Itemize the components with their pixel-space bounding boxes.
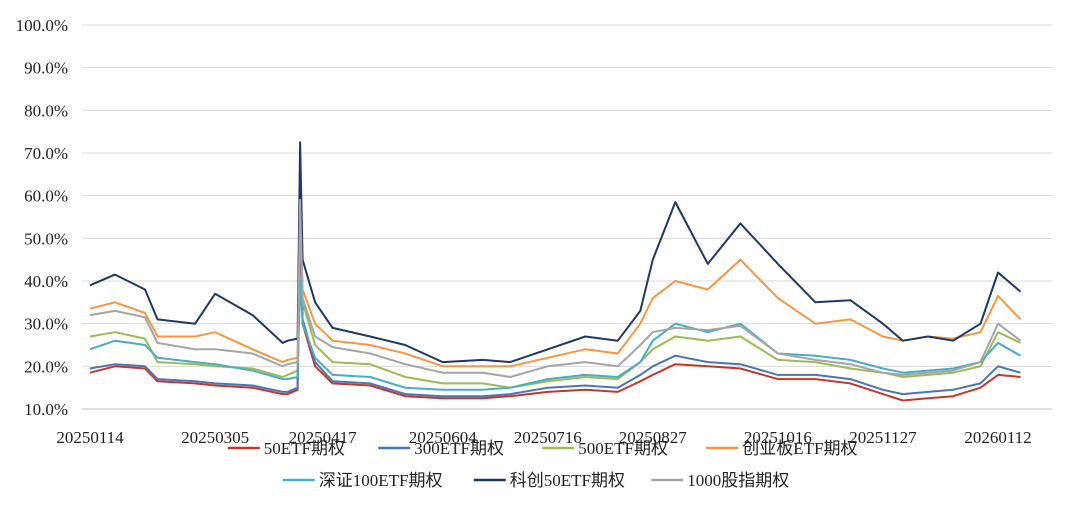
series-line bbox=[89, 198, 1022, 378]
legend-label: 50ETF期权 bbox=[264, 439, 345, 458]
x-tick-label: 20250305 bbox=[181, 428, 249, 447]
x-tick-label: 20251016 bbox=[744, 428, 812, 447]
y-axis: 10.0% 20.0% 30.0% 40.0% 50.0% 60.0% 70.0% 80.0%… bbox=[16, 16, 68, 419]
y-tick-label: 70.0% bbox=[24, 144, 68, 163]
x-axis: 20250114 20250305 20250417 20250604 20250716… bbox=[56, 428, 1031, 447]
legend-item: 300ETF期权 bbox=[378, 439, 504, 458]
legend-label: 深证100ETF期权 bbox=[319, 471, 443, 490]
y-tick-label: 60.0% bbox=[24, 187, 68, 206]
y-tick-label: 10.0% bbox=[24, 400, 68, 419]
x-tick-label: 20260112 bbox=[964, 428, 1031, 447]
y-tick-label: 90.0% bbox=[24, 59, 68, 78]
series-line bbox=[89, 280, 1021, 391]
y-tick-label: 80.0% bbox=[24, 101, 68, 120]
legend-item: 50ETF期权 bbox=[227, 439, 345, 458]
legend-item: 创业板ETF期权 bbox=[706, 439, 857, 458]
gridlines bbox=[82, 24, 1052, 410]
legend-item: 500ETF期权 bbox=[542, 439, 668, 458]
series-line bbox=[89, 203, 1021, 398]
legend-label: 创业板ETF期权 bbox=[742, 439, 857, 458]
legend-label: 科创50ETF期权 bbox=[510, 471, 625, 490]
y-tick-label: 40.0% bbox=[24, 272, 68, 291]
x-tick-label: 20250114 bbox=[56, 428, 124, 447]
legend: 50ETF期权 300ETF期权 500ETF期权 创业板ETF期权深证100ETF期… bbox=[227, 439, 857, 490]
series-line bbox=[89, 186, 1022, 368]
series-line bbox=[89, 141, 1022, 364]
y-tick-label: 100.0% bbox=[16, 16, 68, 35]
series-line bbox=[89, 211, 1021, 402]
x-tick-label: 20251127 bbox=[849, 428, 917, 447]
legend-label: 1000股指期权 bbox=[687, 471, 789, 490]
legend-label: 300ETF期权 bbox=[414, 439, 504, 458]
x-tick-label: 20250604 bbox=[409, 428, 478, 447]
x-tick-label: 20250827 bbox=[619, 428, 688, 447]
legend-item: 深证100ETF期权 bbox=[282, 471, 443, 490]
legend-item: 科创50ETF期权 bbox=[473, 471, 625, 490]
y-tick-label: 20.0% bbox=[24, 357, 68, 376]
series-lines bbox=[89, 141, 1022, 402]
series-line bbox=[89, 194, 1021, 389]
x-tick-label: 20250716 bbox=[514, 428, 582, 447]
y-tick-label: 30.0% bbox=[24, 315, 68, 334]
x-tick-label: 20250417 bbox=[289, 428, 358, 447]
y-tick-label: 50.0% bbox=[24, 229, 68, 248]
legend-label: 500ETF期权 bbox=[578, 439, 668, 458]
legend-item: 1000股指期权 bbox=[651, 471, 789, 490]
